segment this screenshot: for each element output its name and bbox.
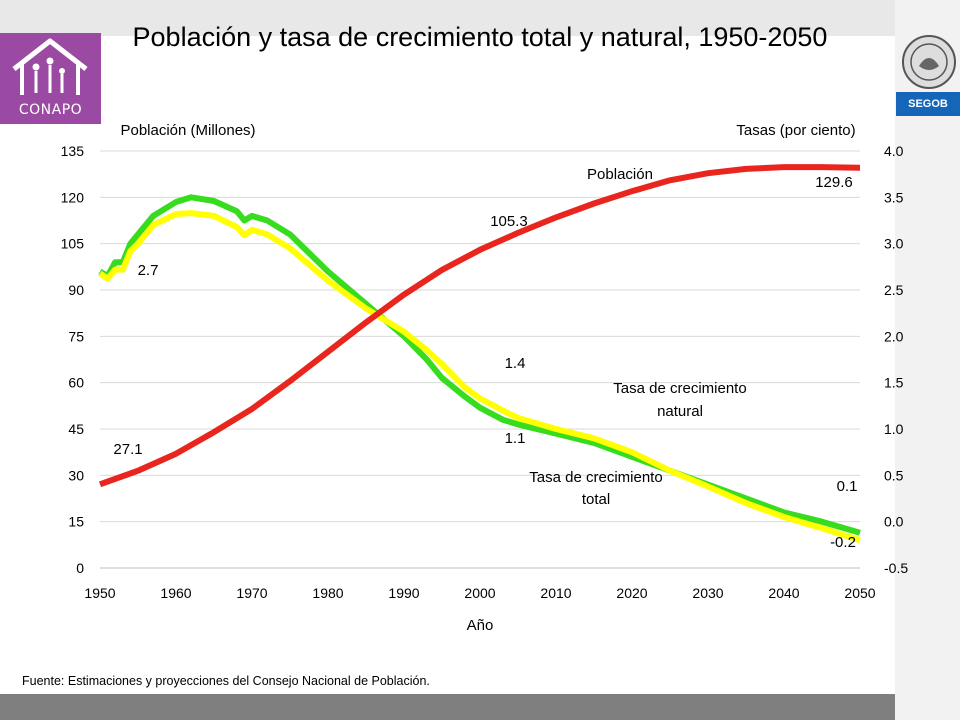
data-label-poblacion-2000: 105.3 [490,213,528,230]
x-tick-label: 2040 [768,585,799,601]
y-left-tick-label: 135 [61,143,85,159]
x-tick-label: 2030 [692,585,723,601]
data-label-natural-2000: 1.4 [505,355,526,372]
y-left-axis-label: Población (Millones) [120,122,255,139]
header-band [0,0,895,36]
y-left-tick-label: 60 [68,375,84,391]
y-left-tick-label: 120 [61,189,85,205]
y-left-tick-label: 105 [61,236,85,252]
x-tick-label: 2000 [464,585,495,601]
footer-band [0,694,895,720]
conapo-logo: CONAPO [0,33,101,124]
y-right-tick-label: 1.5 [884,375,904,391]
series-line-poblacion [98,164,861,488]
x-tick-label: 1980 [312,585,343,601]
y-left-tick-label: 45 [68,421,84,437]
y-right-tick-label: -0.5 [884,560,908,576]
data-label-poblacion-1950: 27.1 [113,441,142,458]
y-right-tick-label: 4.0 [884,143,904,159]
x-axis-label: Año [467,617,494,634]
seal-icon [902,35,956,89]
x-tick-label: 2050 [844,585,875,601]
y-left-tick-label: 30 [68,467,84,483]
y-right-tick-label: 0.5 [884,467,904,483]
series-label-total: Tasa de crecimiento [529,469,662,486]
y-left-tick-label: 0 [76,560,84,576]
y-right-tick-label: 2.5 [884,282,904,298]
data-label-poblacion-2050: 129.6 [815,174,853,191]
series-label-natural-cont: natural [657,403,703,420]
x-tick-label: 1990 [388,585,419,601]
y-right-tick-label: 1.0 [884,421,904,437]
y-right-axis-label: Tasas (por ciento) [736,122,855,139]
y-right-tick-label: 3.5 [884,189,904,205]
data-label-natural-2050: 0.1 [837,478,858,495]
series-line-total [98,210,861,544]
right-strip [895,0,960,720]
y-left-tick-label: 75 [68,328,84,344]
segob-badge: SEGOB [896,92,960,116]
x-tick-label: 2010 [540,585,571,601]
source-note: Fuente: Estimaciones y proyecciones del … [22,674,430,688]
y-right-tick-label: 0.0 [884,514,904,530]
y-left-tick-label: 90 [68,282,84,298]
data-label-total-2000: 1.1 [505,430,526,447]
data-label-total-2050: -0.2 [830,534,856,551]
y-right-tick-label: 3.0 [884,236,904,252]
x-tick-label: 2020 [616,585,647,601]
series-label-total-cont: total [582,491,610,508]
x-tick-label: 1960 [160,585,191,601]
y-right-tick-label: 2.0 [884,328,904,344]
data-label-natural-1950: 2.7 [138,262,159,279]
conapo-logo-text: CONAPO [18,102,83,118]
series-label-poblacion: Población [587,166,653,183]
series-label-natural: Tasa de crecimiento [613,380,746,397]
x-tick-label: 1970 [236,585,267,601]
y-left-tick-label: 15 [68,514,84,530]
house-family-icon [12,38,88,95]
x-tick-label: 1950 [84,585,115,601]
chart-title: Población y tasa de crecimiento total y … [132,22,828,52]
